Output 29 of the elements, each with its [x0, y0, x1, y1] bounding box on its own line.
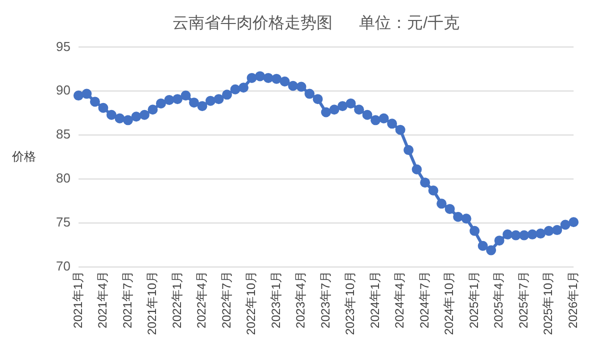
y-tick-label: 95 [56, 38, 70, 54]
x-tick-label: 2024年1月 [368, 270, 382, 328]
x-tick-label: 2024年4月 [392, 270, 407, 328]
x-tick-label: 2026年1月 [566, 270, 580, 328]
y-tick-label: 80 [56, 170, 70, 186]
y-tick-label: 90 [56, 82, 70, 98]
x-tick-label: 2023年10月 [343, 270, 358, 336]
x-tick-label: 2023年7月 [318, 270, 332, 328]
x-tick-label: 2025年7月 [516, 270, 530, 328]
x-tick-label: 2024年10月 [442, 270, 456, 336]
y-axis-title: 价格 [11, 149, 36, 164]
x-tick-label: 2021年10月 [145, 270, 160, 336]
y-tick-label: 85 [56, 126, 70, 142]
x-tick-label: 2021年7月 [120, 270, 134, 328]
x-tick-label: 2021年1月 [70, 270, 85, 328]
y-tick-label: 70 [56, 258, 70, 274]
x-tick-label: 2024年7月 [417, 270, 432, 328]
x-tick-label: 2025年10月 [541, 270, 556, 336]
x-tick-label: 2022年7月 [219, 270, 234, 328]
x-tick-label: 2023年1月 [268, 270, 283, 328]
x-tick-label: 2021年4月 [96, 270, 110, 328]
x-tick-label: 2022年10月 [244, 270, 258, 336]
x-tick-label: 2022年1月 [170, 270, 184, 328]
x-tick-label: 2025年1月 [466, 270, 481, 328]
x-tick-label: 2022年4月 [194, 270, 209, 328]
chart-title: 云南省牛肉价格走势图 单位：元/千克 [172, 14, 460, 32]
y-tick-label: 75 [56, 214, 70, 230]
x-tick-label: 2025年4月 [492, 270, 506, 328]
x-tick-label: 2023年4月 [294, 270, 308, 328]
